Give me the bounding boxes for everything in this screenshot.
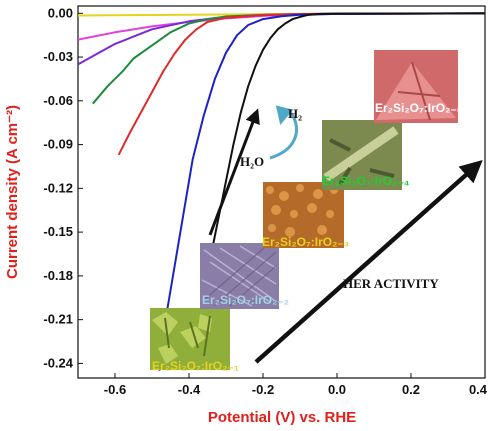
y-tick-label: -0.15 <box>43 224 73 239</box>
y-tick-label: -0.24 <box>43 355 73 370</box>
x-tick-label: -0.2 <box>252 382 274 397</box>
y-tick-label: -0.03 <box>43 49 73 64</box>
her-activity-label: HER ACTIVITY <box>343 276 439 291</box>
inset-sample-5: Er₂Si₂O₇:IrO₂₋₅ <box>374 50 462 123</box>
x-axis-ticks: -0.6 -0.4 -0.2 0.0 0.2 0.4 <box>104 373 488 397</box>
x-axis-title: Potential (V) vs. RHE <box>208 409 356 426</box>
water-splitting-annotation: H₂O H₂ <box>240 105 302 169</box>
y-tick-label: 0.00 <box>48 5 73 20</box>
her-activity-arrow <box>254 160 483 364</box>
y-tick-label: -0.09 <box>43 137 73 152</box>
sample-insets: Er₂Si₂O₇:IrO₂₋₁ Er₂Si₂O₇:IrO₂₋₂ Er₂Si₂O₇… <box>150 50 462 373</box>
y-tick-label: -0.18 <box>43 268 73 283</box>
h2-label: H₂ <box>288 106 302 121</box>
y-axis-ticks: 0.00 -0.03 -0.06 -0.09 -0.12 -0.15 -0.18 -0.21 -… <box>43 5 83 370</box>
series-line-7 <box>202 12 485 291</box>
inset-sample-1: Er₂Si₂O₇:IrO₂₋₁ <box>150 308 239 373</box>
trend-arrow-left <box>208 108 260 236</box>
h2o-label: H₂O <box>240 154 264 169</box>
x-tick-label: 0.0 <box>328 382 346 397</box>
curl-arrow <box>269 105 298 160</box>
inset-sample-4-label: Er₂Si₂O₇:IrO₂₋₄ <box>322 174 410 188</box>
inset-sample-4: Er₂Si₂O₇:IrO₂₋₄ <box>322 120 410 190</box>
inset-sample-2-label: Er₂Si₂O₇:IrO₂₋₂ <box>202 293 289 307</box>
x-tick-label: -0.4 <box>178 382 201 397</box>
x-tick-label: 0.2 <box>402 382 420 397</box>
inset-sample-1-label: Er₂Si₂O₇:IrO₂₋₁ <box>152 359 239 373</box>
y-tick-label: -0.21 <box>43 312 73 327</box>
inset-sample-3: Er₂Si₂O₇:IrO₂₋₃ <box>262 182 349 249</box>
y-tick-label: -0.12 <box>43 180 73 195</box>
series-line-6 <box>158 12 485 371</box>
inset-sample-5-label: Er₂Si₂O₇:IrO₂₋₅ <box>375 101 462 115</box>
x-tick-label: -0.6 <box>104 382 126 397</box>
y-tick-label: -0.06 <box>43 93 73 108</box>
x-tick-label: 0.4 <box>469 382 488 397</box>
series-lines <box>78 12 485 371</box>
y-axis-title: Current density (A cm⁻²) <box>4 105 21 279</box>
series-line-5 <box>117 12 485 156</box>
inset-sample-3-label: Er₂Si₂O₇:IrO₂₋₃ <box>262 235 349 249</box>
inset-sample-2: Er₂Si₂O₇:IrO₂₋₂ <box>200 243 289 309</box>
